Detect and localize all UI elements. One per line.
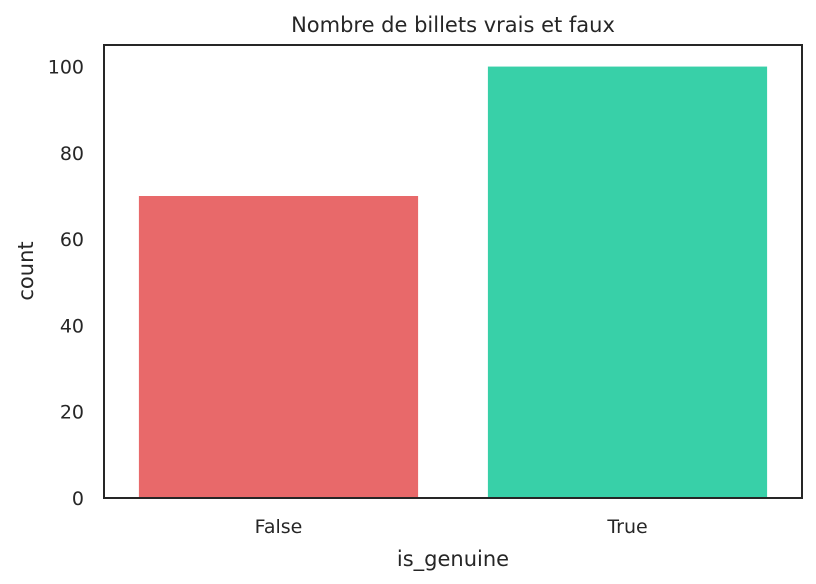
x-tick-label: True <box>606 516 647 538</box>
bar-false <box>138 196 419 498</box>
y-tick-label: 0 <box>72 488 84 510</box>
plot-frame <box>103 44 803 499</box>
y-tick-label: 80 <box>60 143 84 165</box>
y-tick-label: 40 <box>60 315 84 337</box>
y-tick-label: 20 <box>60 402 84 424</box>
x-tick-label: False <box>255 516 303 538</box>
chart-title: Nombre de billets vrais et faux <box>291 13 615 37</box>
y-axis-ticks: 0 20 40 60 80 100 <box>48 57 84 510</box>
y-tick-label: 60 <box>60 229 84 251</box>
y-tick-label: 100 <box>48 57 84 79</box>
x-axis-ticks: False True <box>255 516 648 538</box>
bar-true <box>487 66 768 499</box>
bars-group <box>138 66 768 499</box>
y-axis-label: count <box>14 241 38 300</box>
x-axis-label: is_genuine <box>397 547 509 572</box>
